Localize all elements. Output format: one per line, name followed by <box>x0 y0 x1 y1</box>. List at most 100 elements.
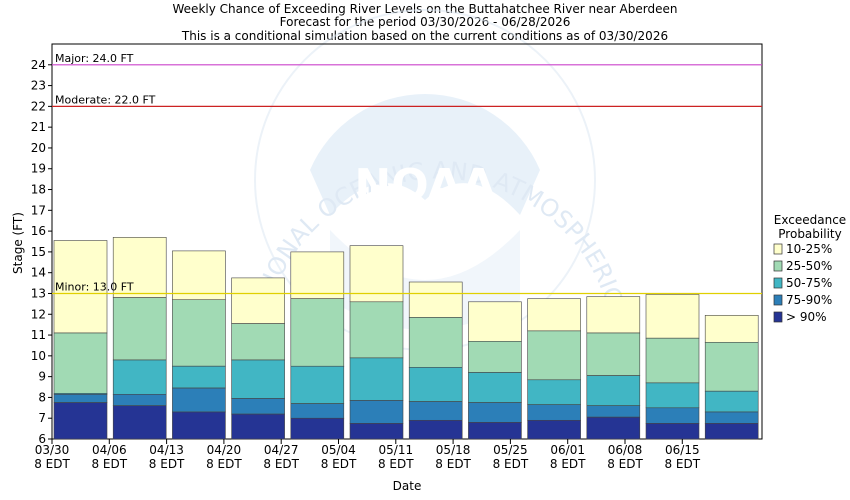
bar-segment-9-0 <box>586 296 641 334</box>
bar-segment-2-1 <box>172 299 226 367</box>
bar-segment-3-2 <box>231 359 285 399</box>
threshold-label-1: Moderate: 22.0 FT <box>55 93 156 106</box>
bar-segment-4-3 <box>290 403 345 419</box>
y-tick-label-4: 10 <box>31 349 46 363</box>
bar-segment-1-3 <box>112 393 167 406</box>
legend-swatch-1 <box>773 260 783 272</box>
bar-segment-4-0 <box>290 251 345 299</box>
x-tick-label-time-7: 8 EDT <box>435 457 471 471</box>
chart-title: Weekly Chance of Exceeding River Levels … <box>173 2 678 16</box>
bar-segment-7-3 <box>468 402 522 423</box>
bar-segment-2-2 <box>172 365 226 389</box>
y-tick-label-3: 9 <box>38 370 46 384</box>
legend-swatch-3 <box>773 294 783 306</box>
x-tick-label-date-8: 05/25 <box>493 443 528 457</box>
bar-segment-11-0 <box>704 314 759 343</box>
x-tick-label-time-9: 8 EDT <box>550 457 586 471</box>
x-tick-label-time-2: 8 EDT <box>149 457 185 471</box>
bar-segment-11-4 <box>704 423 759 440</box>
bar-segment-10-3 <box>645 407 700 424</box>
legend-title-line2: Probability <box>778 227 841 241</box>
bar-segment-8-3 <box>527 404 581 421</box>
x-axis-title: Date <box>393 479 422 493</box>
x-tick-label-date-2: 04/13 <box>149 443 184 457</box>
bar-segment-8-4 <box>527 419 581 440</box>
bar-segment-3-4 <box>231 413 285 440</box>
x-tick-label-time-5: 8 EDT <box>321 457 357 471</box>
y-tick-label-8: 14 <box>31 266 46 280</box>
bar-segment-0-1 <box>53 332 108 394</box>
bar-segment-9-3 <box>586 405 641 418</box>
bar-segment-11-3 <box>704 411 759 424</box>
x-tick-label-date-3: 04/20 <box>207 443 242 457</box>
bar-segment-8-0 <box>527 298 581 332</box>
bar-segment-3-3 <box>231 398 285 415</box>
thresholds-layer: Major: 24.0 FT Moderate: 22.0 FT Minor: 13… <box>52 52 762 295</box>
bar-segment-4-2 <box>290 365 345 404</box>
bar-segment-5-1 <box>349 301 404 359</box>
y-tick-label-15: 21 <box>31 120 46 134</box>
legend-title-line1: Exceedance <box>774 213 846 227</box>
bar-segment-1-1 <box>112 297 167 361</box>
bar-segment-10-2 <box>645 382 700 409</box>
legend: 10-25% 25-50% 50-75% 75-90% > 90% <box>773 242 832 324</box>
y-tick-label-17: 23 <box>31 79 46 93</box>
bar-segment-2-0 <box>172 250 226 301</box>
bar-segment-7-4 <box>468 422 522 440</box>
plot-area <box>51 43 763 440</box>
y-axis: 6 7 8 9 10 11 12 13 14 15 16 17 18 19 20 21 22 23 24 <box>31 58 52 446</box>
y-tick-label-13: 19 <box>31 162 46 176</box>
watermark-logo-text: NOAA <box>354 160 495 211</box>
legend-swatch-4 <box>773 311 783 323</box>
chart-subtitle-conditions: This is a conditional simulation based o… <box>181 29 668 43</box>
y-axis-title: Stage (FT) <box>11 212 25 274</box>
x-tick-label-date-9: 06/01 <box>550 443 585 457</box>
bar-segment-9-2 <box>586 375 641 407</box>
bar-segment-7-2 <box>468 372 522 403</box>
bar-segment-6-2 <box>408 366 463 402</box>
y-tick-label-16: 22 <box>31 99 46 113</box>
x-tick-label-date-0: 03/30 <box>35 443 70 457</box>
y-tick-label-18: 24 <box>31 58 46 72</box>
y-tick-label-0: 6 <box>38 432 46 446</box>
x-tick-label-time-3: 8 EDT <box>206 457 242 471</box>
legend-swatch-0 <box>773 243 783 255</box>
x-tick-label-time-8: 8 EDT <box>493 457 529 471</box>
y-tick-label-14: 20 <box>31 141 46 155</box>
bar-segment-1-0 <box>112 237 167 298</box>
bar-segment-2-4 <box>172 411 226 440</box>
y-tick-label-1: 7 <box>38 411 46 425</box>
x-tick-label-date-4: 04/27 <box>264 443 299 457</box>
x-tick-label-time-0: 8 EDT <box>34 457 70 471</box>
bar-segment-10-4 <box>645 423 700 440</box>
y-tick-label-11: 17 <box>31 203 46 217</box>
threshold-label-2: Minor: 13.0 FT <box>55 280 134 293</box>
chart-subtitle-period: Forecast for the period 03/30/2026 - 06/… <box>280 15 571 29</box>
bars-layer <box>53 237 759 440</box>
watermark-gull-shape <box>310 93 540 215</box>
bar-segment-3-1 <box>231 323 285 361</box>
y-tick-label-9: 15 <box>31 245 46 259</box>
bar-segment-2-3 <box>172 387 226 413</box>
y-tick-label-12: 18 <box>31 183 46 197</box>
bar-segment-3-0 <box>231 277 285 324</box>
x-tick-label-date-10: 06/08 <box>608 443 643 457</box>
bar-segment-0-3 <box>53 393 108 403</box>
legend-label-0: 10-25% <box>786 242 832 256</box>
legend-swatch-2 <box>773 277 783 289</box>
bar-segment-5-0 <box>349 245 404 303</box>
bar-segment-1-4 <box>112 405 167 440</box>
y-tick-label-2: 8 <box>38 390 46 404</box>
x-tick-label-date-7: 05/18 <box>436 443 471 457</box>
bar-segment-8-2 <box>527 379 581 405</box>
legend-label-1: 25-50% <box>786 259 832 273</box>
y-tick-label-10: 16 <box>31 224 46 238</box>
bar-segment-7-1 <box>468 340 522 373</box>
x-tick-label-date-11: 06/15 <box>665 443 700 457</box>
bar-segment-0-0 <box>53 240 108 334</box>
x-tick-label-time-6: 8 EDT <box>378 457 414 471</box>
bar-segment-6-4 <box>408 419 463 440</box>
y-tick-label-6: 12 <box>31 307 46 321</box>
bar-segment-10-0 <box>645 294 700 339</box>
